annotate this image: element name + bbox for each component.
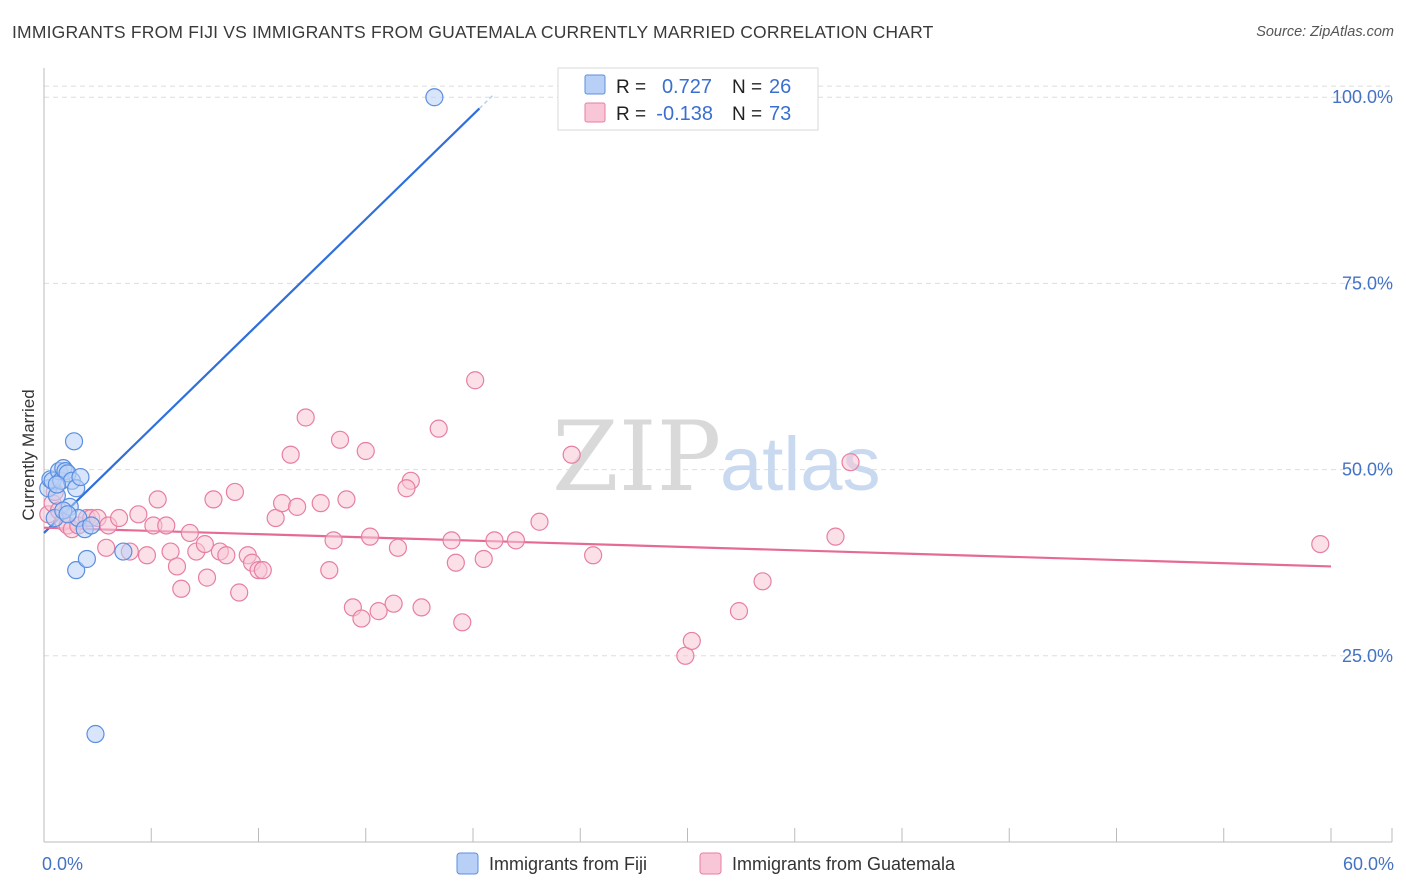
point-guatemala — [474, 549, 493, 569]
point-guatemala — [324, 531, 343, 550]
point-guatemala — [157, 516, 176, 535]
point-guatemala — [225, 482, 245, 502]
point-guatemala — [446, 553, 465, 572]
point-guatemala — [148, 490, 167, 509]
legend-top-n-label-guatemala: N = — [732, 104, 762, 125]
legend-bottom-swatch-guatemala — [699, 852, 722, 875]
y-tick-label: 50.0% — [1342, 460, 1393, 480]
point-guatemala — [109, 508, 129, 528]
point-guatemala — [384, 594, 403, 613]
point-guatemala — [682, 631, 701, 651]
point-fiji — [64, 432, 84, 451]
point-guatemala — [167, 557, 187, 576]
point-guatemala — [172, 579, 191, 598]
point-guatemala — [753, 572, 772, 591]
legend-top-swatch-fiji — [584, 74, 606, 95]
x-tick-label: 0.0% — [42, 854, 83, 874]
point-guatemala — [356, 441, 375, 461]
point-guatemala — [129, 505, 148, 524]
legend-top-n-label-fiji: N = — [732, 77, 762, 98]
legend-top-n-value-guatemala: 73 — [769, 103, 791, 125]
point-fiji — [47, 475, 66, 494]
point-fiji — [77, 549, 97, 569]
y-axis-title: Currently Married — [19, 389, 38, 520]
legend-bottom-swatch-fiji — [456, 852, 479, 875]
point-guatemala — [137, 546, 157, 565]
point-guatemala — [288, 497, 307, 516]
grid-layer — [44, 85, 1392, 657]
legend-top-r-value-guatemala: -0.138 — [656, 103, 713, 125]
point-guatemala — [826, 527, 845, 546]
trend-line-fiji — [43, 107, 481, 534]
point-guatemala — [281, 445, 300, 464]
points-layer — [39, 88, 1330, 744]
point-guatemala — [180, 523, 199, 543]
point-guatemala — [369, 602, 388, 621]
point-fiji — [67, 561, 86, 580]
source-label: Source: ZipAtlas.com — [1256, 24, 1394, 40]
legend-bottom-label-guatemala: Immigrants from Guatemala — [732, 854, 956, 874]
point-guatemala — [311, 494, 330, 513]
point-guatemala — [330, 430, 350, 449]
legend-top-r-label-fiji: R = — [616, 77, 646, 98]
point-guatemala — [841, 453, 860, 472]
point-fiji — [114, 542, 133, 561]
point-guatemala — [729, 602, 749, 621]
x-tick-label: 60.0% — [1343, 854, 1394, 874]
point-guatemala — [584, 546, 603, 565]
tick-label-layer: 25.0% 50.0% 75.0% 100.0% 0.0% 60.0% — [42, 87, 1394, 874]
point-guatemala — [506, 531, 526, 550]
chart-title: IMMIGRANTS FROM FIJI VS IMMIGRANTS FROM … — [12, 22, 934, 42]
point-guatemala — [320, 561, 339, 580]
point-guatemala — [197, 568, 217, 587]
point-guatemala — [429, 419, 448, 438]
trend-line-fiji-extension — [478, 93, 495, 109]
axes-layer — [43, 68, 1393, 843]
point-guatemala — [485, 531, 504, 550]
point-guatemala — [1311, 534, 1330, 554]
legend-bottom-label-fiji: Immigrants from Fiji — [489, 854, 647, 874]
point-guatemala — [397, 479, 416, 498]
y-tick-label: 25.0% — [1342, 646, 1393, 666]
y-tick-label: 100.0% — [1332, 87, 1393, 107]
point-guatemala — [412, 598, 431, 617]
watermark: ZIP atlas — [552, 401, 881, 513]
point-guatemala — [466, 371, 485, 390]
y-tick-label: 75.0% — [1342, 273, 1393, 293]
point-guatemala — [530, 512, 549, 531]
point-fiji — [58, 505, 77, 524]
point-guatemala — [204, 490, 223, 509]
point-guatemala — [442, 531, 461, 550]
point-guatemala — [453, 613, 472, 632]
point-guatemala — [195, 534, 214, 554]
point-guatemala — [272, 494, 292, 513]
legend-top-r-label-guatemala: R = — [616, 104, 646, 125]
point-guatemala — [562, 445, 581, 464]
point-guatemala — [230, 583, 249, 602]
trend-layer — [43, 93, 1332, 568]
point-guatemala — [217, 546, 236, 565]
point-guatemala — [97, 538, 116, 557]
point-fiji — [86, 724, 105, 744]
point-fiji — [425, 88, 444, 107]
point-guatemala — [337, 490, 356, 509]
point-guatemala — [388, 538, 408, 557]
point-guatemala — [360, 527, 380, 546]
point-guatemala — [296, 408, 315, 427]
legend-top-swatch-guatemala — [584, 102, 606, 123]
legend-top-n-value-fiji: 26 — [769, 76, 791, 98]
point-guatemala — [253, 561, 272, 580]
legend-top-r-value-fiji: 0.727 — [662, 76, 712, 98]
point-fiji — [71, 467, 90, 487]
legend-top: R = 0.727 N = 26 R = -0.138 N = 73 — [557, 67, 819, 131]
legend-bottom: Immigrants from Fiji Immigrants from Gua… — [456, 852, 956, 875]
trend-line-guatemala — [43, 526, 1332, 568]
point-fiji — [82, 516, 101, 535]
point-guatemala — [352, 609, 371, 628]
